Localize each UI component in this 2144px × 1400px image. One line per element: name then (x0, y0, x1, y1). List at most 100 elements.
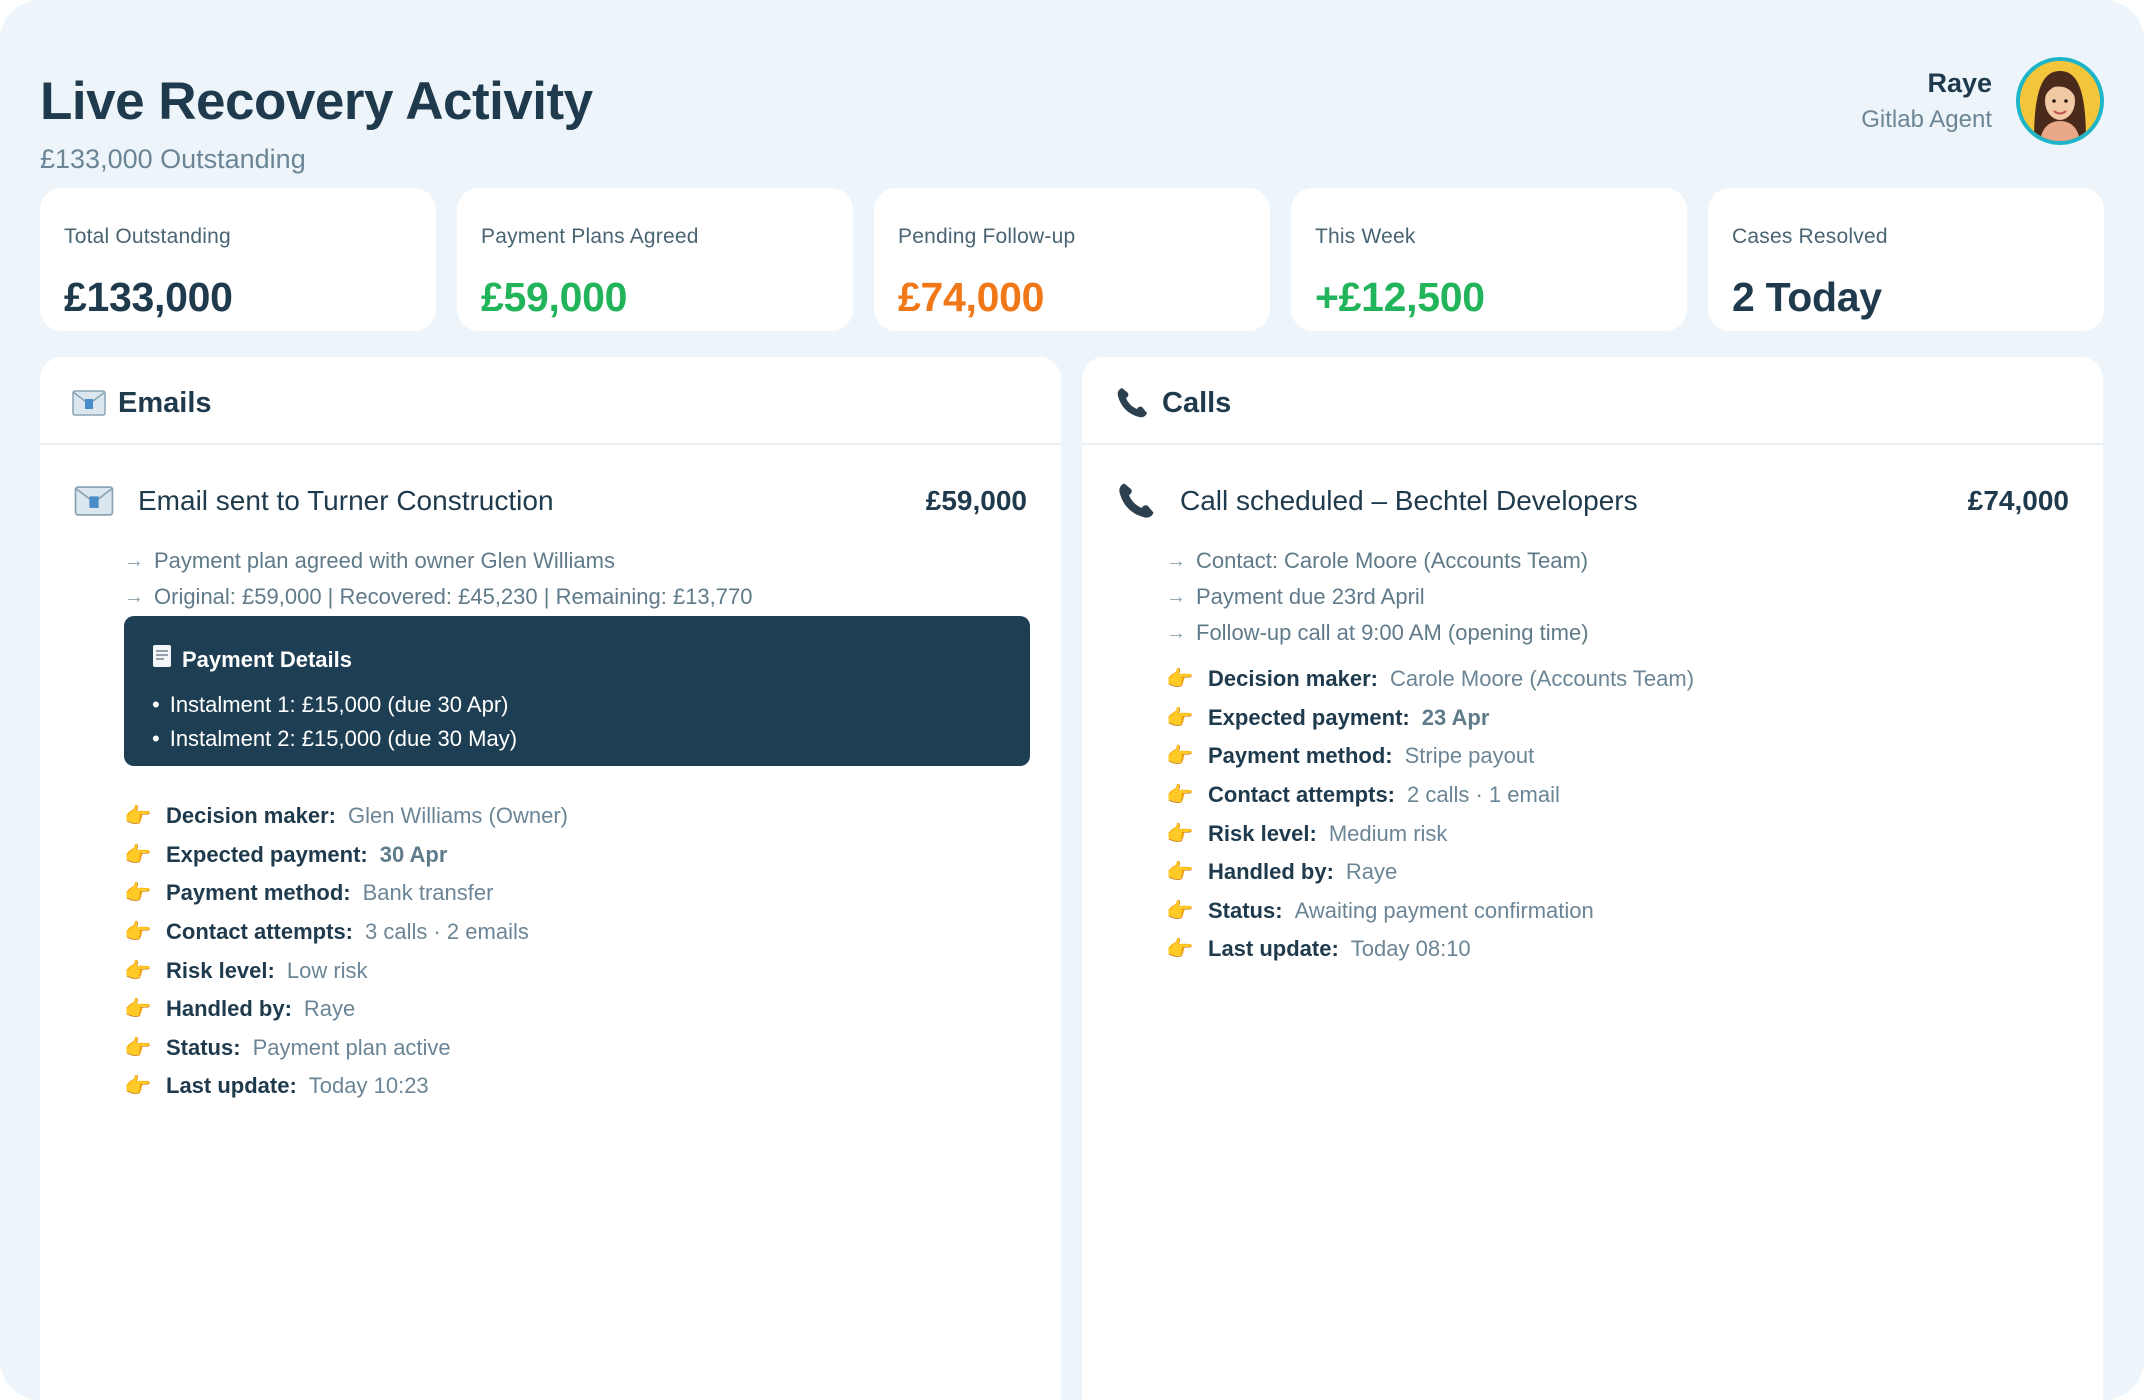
fact-handled-by: 👉 Handled by: Raye (124, 990, 568, 1029)
fact-label: Decision maker: (166, 803, 336, 829)
fact-label: Contact attempts: (1208, 782, 1396, 808)
calls-panel: Calls Call scheduled – Bechtel Developer… (1082, 357, 2103, 1400)
pointing-hand-icon: 👉 (1166, 782, 1194, 808)
page-subtitle: £133,000 Outstanding (40, 144, 306, 174)
fact-label: Handled by: (1208, 859, 1334, 885)
stat-label: Payment Plans Agreed (481, 225, 699, 248)
note-text: Contact: Carole Moore (Accounts Team) (1196, 548, 1589, 573)
pointing-hand-icon: 👉 (124, 803, 152, 829)
fact-payment-method: 👉 Payment method: Stripe payout (1166, 737, 1694, 776)
email-item-header[interactable]: Email sent to Turner Construction £59,00… (72, 480, 1027, 522)
arrow-right-icon: → (1166, 586, 1186, 608)
calls-panel-header: Calls (1082, 357, 2103, 445)
stat-value: £133,000 (64, 274, 233, 320)
fact-label: Contact attempts: (166, 919, 354, 945)
receipt-icon (152, 644, 172, 676)
fact-label: Last update: (166, 1073, 297, 1099)
stat-card-cases-resolved: Cases Resolved 2 Today (1708, 188, 2104, 331)
payment-details-box: Payment Details • Instalment 1: £15,000 … (124, 616, 1030, 766)
fact-value: Raye (1345, 859, 1398, 885)
note-line: → Payment plan agreed with owner Glen Wi… (124, 543, 753, 579)
note-text: Payment due 23rd April (1196, 584, 1425, 609)
email-item-facts: 👉 Decision maker: Glen Williams (Owner) 👉 E… (124, 797, 568, 1106)
fact-value: Low risk (286, 957, 368, 983)
fact-value: Payment plan active (252, 1034, 451, 1060)
pointing-hand-icon: 👉 (1166, 704, 1194, 730)
phone-icon (1114, 479, 1158, 523)
stat-value: £59,000 (481, 274, 628, 320)
fact-value: 30 Apr (379, 841, 448, 867)
fact-label: Last update: (1208, 936, 1339, 962)
stat-label: Pending Follow-up (898, 225, 1076, 248)
fact-label: Payment method: (1208, 743, 1393, 769)
fact-status: 👉 Status: Payment plan active (124, 1029, 568, 1068)
pointing-hand-icon: 👉 (124, 996, 152, 1022)
list-item: • Instalment 1: £15,000 (due 30 Apr) (152, 688, 1006, 722)
note-text: Payment plan agreed with owner Glen Will… (154, 548, 615, 573)
fact-label: Decision maker: (1208, 666, 1378, 692)
email-item-notes: → Payment plan agreed with owner Glen Wi… (124, 543, 753, 615)
stat-value: £74,000 (898, 274, 1045, 320)
stat-label: Cases Resolved (1732, 225, 1888, 248)
fact-value: 2 calls · 1 email (1407, 782, 1560, 808)
pointing-hand-icon: 👉 (1166, 743, 1194, 769)
fact-label: Status: (1208, 897, 1283, 923)
stat-value: 2 Today (1732, 274, 1882, 320)
pointing-hand-icon: 👉 (124, 919, 152, 945)
note-text: Follow-up call at 9:00 AM (opening time) (1196, 620, 1589, 645)
stat-value: +£12,500 (1315, 274, 1485, 320)
fact-value: Glen Williams (Owner) (347, 803, 568, 829)
pointing-hand-icon: 👉 (124, 841, 152, 867)
instalment-text: Instalment 1: £15,000 (due 30 Apr) (169, 692, 509, 717)
stat-card-this-week: This Week +£12,500 (1291, 188, 1687, 331)
fact-decision-maker: 👉 Decision maker: Carole Moore (Accounts T… (1166, 660, 1694, 699)
call-item-header[interactable]: Call scheduled – Bechtel Developers £74,… (1114, 480, 2069, 522)
call-item-amount: £74,000 (1967, 485, 2069, 516)
bullet-icon: • (152, 726, 160, 751)
arrow-right-icon: → (1166, 550, 1186, 572)
phone-icon (1114, 385, 1150, 421)
fact-label: Expected payment: (1208, 704, 1410, 730)
note-line: → Payment due 23rd April (1166, 579, 1589, 615)
pointing-hand-icon: 👉 (124, 957, 152, 983)
payment-details-title: Payment Details (182, 647, 352, 672)
fact-expected-payment: 👉 Expected payment: 30 Apr (124, 836, 568, 875)
payment-details-list: • Instalment 1: £15,000 (due 30 Apr) • I… (152, 688, 1006, 756)
pointing-hand-icon: 👉 (1166, 897, 1194, 923)
stats-row: Total Outstanding £133,000 Payment Plans… (40, 188, 2104, 331)
fact-expected-payment: 👉 Expected payment: 23 Apr (1166, 699, 1694, 738)
stat-label: This Week (1315, 225, 1416, 248)
fact-value: Medium risk (1328, 820, 1448, 846)
panel-title: Calls (1162, 386, 1232, 419)
call-item-notes: → Contact: Carole Moore (Accounts Team) … (1166, 543, 1589, 651)
instalment-text: Instalment 2: £15,000 (due 30 May) (169, 726, 518, 751)
stat-card-total-outstanding: Total Outstanding £133,000 (40, 188, 436, 331)
page-title: Live Recovery Activity (40, 72, 593, 131)
emails-panel-header: Emails (40, 357, 1061, 445)
fact-value: Awaiting payment confirmation (1294, 897, 1594, 923)
fact-value: Carole Moore (Accounts Team) (1389, 666, 1695, 692)
pointing-hand-icon: 👉 (1166, 859, 1194, 885)
fact-risk-level: 👉 Risk level: Low risk (124, 951, 568, 990)
pointing-hand-icon: 👉 (1166, 820, 1194, 846)
email-item-title: Email sent to Turner Construction (138, 485, 554, 516)
fact-label: Expected payment: (166, 841, 368, 867)
stat-card-pending-follow-up: Pending Follow-up £74,000 (874, 188, 1270, 331)
fact-decision-maker: 👉 Decision maker: Glen Williams (Owner) (124, 797, 568, 836)
page-header: Live Recovery Activity £133,000 Outstand… (40, 68, 593, 176)
email-item-amount: £59,000 (925, 485, 1027, 516)
avatar[interactable] (2016, 57, 2104, 145)
fact-label: Risk level: (1208, 820, 1317, 846)
fact-contact-attempts: 👉 Contact attempts: 3 calls · 2 emails (124, 913, 568, 952)
fact-last-update: 👉 Last update: Today 08:10 (1166, 930, 1694, 969)
fact-payment-method: 👉 Payment method: Bank transfer (124, 874, 568, 913)
call-item-facts: 👉 Decision maker: Carole Moore (Accounts T… (1166, 660, 1694, 969)
stat-card-payment-plans-agreed: Payment Plans Agreed £59,000 (457, 188, 853, 331)
fact-risk-level: 👉 Risk level: Medium risk (1166, 814, 1694, 853)
user-profile[interactable]: Raye Gitlab Agent (1861, 57, 2104, 145)
bullet-icon: • (152, 692, 160, 717)
envelope-icon (72, 390, 106, 416)
panel-title: Emails (118, 386, 212, 419)
pointing-hand-icon: 👉 (1166, 666, 1194, 692)
pointing-hand-icon: 👉 (124, 1073, 152, 1099)
